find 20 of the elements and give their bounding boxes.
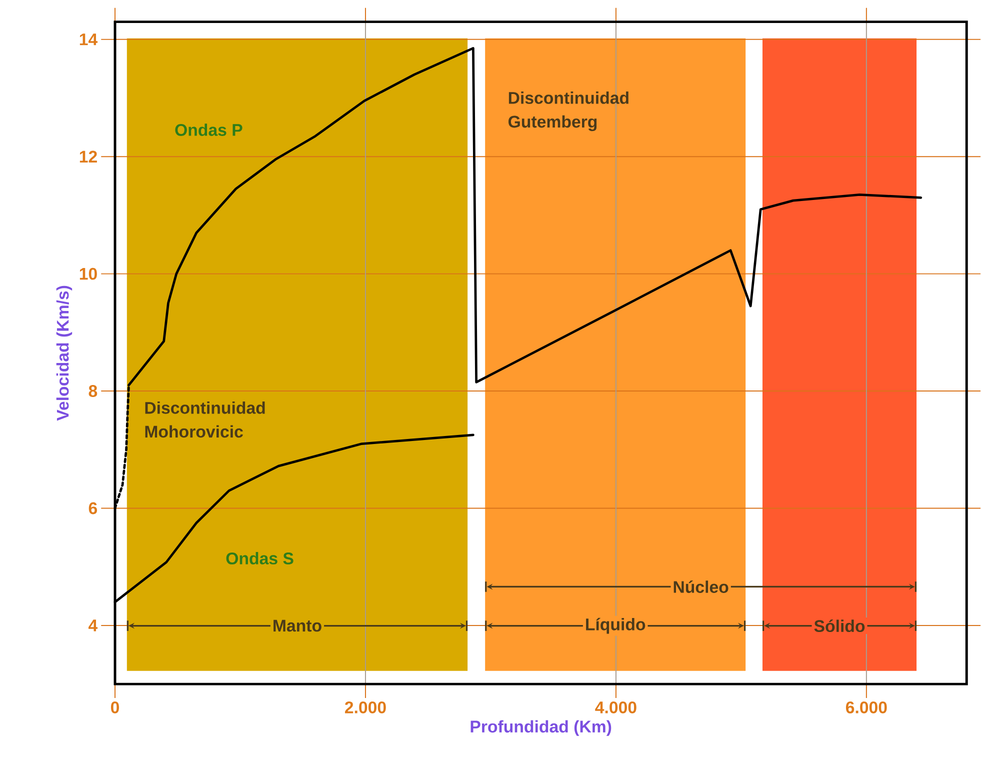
y-tick-label: 12 <box>80 150 97 162</box>
x-axis-title: Profundidad (Km) <box>470 720 612 736</box>
x-tick-label: 0 <box>110 701 119 714</box>
y-tick-label: 6 <box>88 502 98 514</box>
band-label: Manto <box>274 620 322 632</box>
y-tick-label: 10 <box>80 268 97 280</box>
annotation: Núcleo <box>674 580 728 593</box>
annotation: Discontinuidad Mohorovicic <box>145 401 265 438</box>
x-tick-label: 6.000 <box>846 701 887 714</box>
x-tick-label: 4.000 <box>595 701 636 714</box>
text: Ondas S <box>226 552 294 564</box>
band-label: Líquido <box>586 618 646 634</box>
y-tick-label: 4 <box>88 620 98 632</box>
y-tick-label: 14 <box>80 33 98 46</box>
annotation: Discontinuidad Gutemberg <box>508 91 628 131</box>
text: Ondas P <box>175 123 242 136</box>
x-tick-label: 2.000 <box>344 701 386 714</box>
y-tick-label: 8 <box>88 384 98 397</box>
y-axis-title: Velocidad (Km/s) <box>56 286 72 421</box>
band-label: Sólido <box>814 619 865 632</box>
